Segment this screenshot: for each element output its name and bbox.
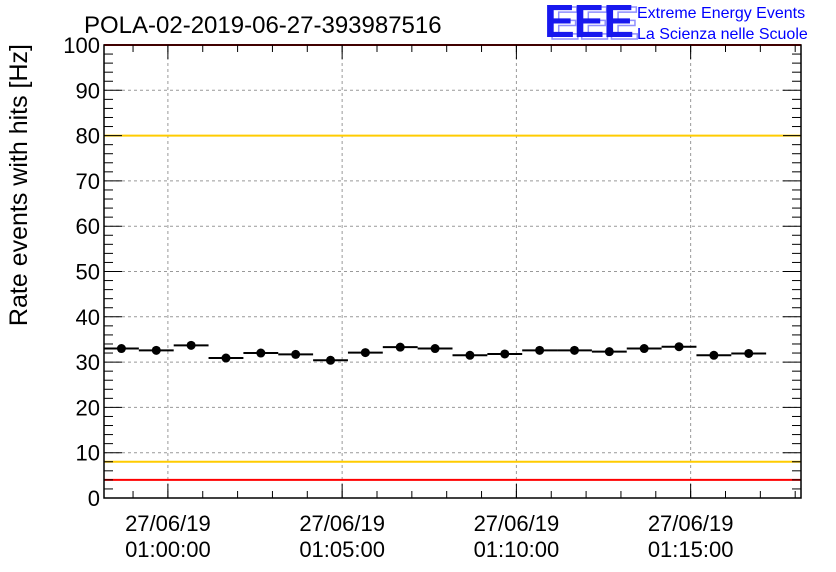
- data-point: [395, 342, 405, 352]
- reference-lines: [104, 44, 801, 481]
- eee-logo-shadow: EEE: [549, 0, 638, 49]
- data-point: [151, 345, 161, 355]
- y-tick-label: 100: [63, 33, 100, 58]
- data-point: [186, 340, 196, 350]
- data-points: [104, 340, 767, 365]
- plot-frame: [103, 44, 802, 499]
- y-tick-label: 90: [76, 78, 100, 103]
- y-tick-label: 0: [88, 486, 100, 511]
- y-tick-label: 70: [76, 169, 100, 194]
- data-point: [639, 344, 649, 354]
- data-point: [744, 348, 754, 358]
- y-tick-labels: 0 10 20 30 40 50 60 70 80 90 100: [63, 33, 100, 511]
- data-point: [569, 345, 579, 355]
- data-point: [430, 344, 440, 354]
- logo-line-2: La Scienza nelle Scuole: [637, 26, 808, 43]
- x-tick-time: 01:05:00: [299, 537, 385, 562]
- data-point: [221, 353, 231, 363]
- y-axis-label: Rate events with hits [Hz]: [5, 44, 33, 326]
- data-point: [291, 349, 301, 359]
- data-point: [535, 345, 545, 355]
- x-tick-time: 01:15:00: [648, 537, 734, 562]
- data-point: [116, 344, 126, 354]
- x-tick-time: 01:10:00: [474, 537, 560, 562]
- data-point: [500, 349, 510, 359]
- y-tick-label: 80: [76, 124, 100, 149]
- x-tick-date: 27/06/19: [648, 511, 734, 536]
- x-tick-labels: 27/06/1901:00:0027/06/1901:05:0027/06/19…: [125, 511, 733, 562]
- data-point: [604, 347, 614, 357]
- data-point: [360, 348, 370, 358]
- eee-logo-text: EEE: [544, 0, 633, 47]
- data-point: [709, 350, 719, 360]
- data-point: [256, 348, 266, 358]
- data-point: [674, 342, 684, 352]
- x-tick-date: 27/06/19: [299, 511, 385, 536]
- y-tick-label: 50: [76, 260, 100, 285]
- data-point: [465, 350, 475, 360]
- y-tick-label: 20: [76, 395, 100, 420]
- data-point: [326, 355, 336, 365]
- x-tick-time: 01:00:00: [125, 537, 211, 562]
- eee-logo: EEE EEE Extreme Energy Events La Scienza…: [544, 0, 808, 50]
- y-tick-label: 40: [76, 305, 100, 330]
- chart-title: POLA-02-2019-06-27-393987516: [84, 12, 442, 39]
- grid-lines: [104, 45, 801, 498]
- y-tick-label: 60: [76, 214, 100, 239]
- x-tick-date: 27/06/19: [125, 511, 211, 536]
- x-tick-date: 27/06/19: [474, 511, 560, 536]
- y-tick-label: 10: [76, 441, 100, 466]
- y-tick-label: 30: [76, 350, 100, 375]
- logo-line-1: Extreme Energy Events: [637, 5, 805, 22]
